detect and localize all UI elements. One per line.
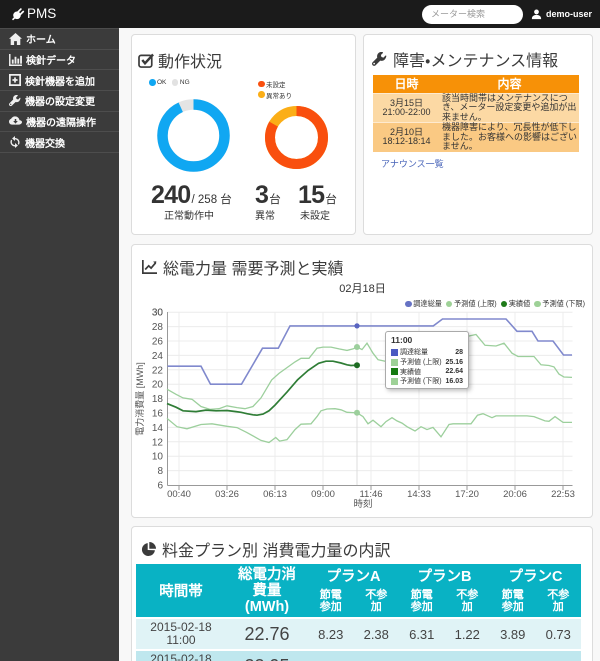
svg-text:30: 30	[152, 308, 164, 319]
svg-text:18: 18	[152, 394, 164, 405]
svg-text:03:26: 03:26	[215, 489, 239, 500]
svg-text:26: 26	[152, 337, 164, 348]
svg-text:時刻: 時刻	[353, 499, 372, 510]
svg-text:6: 6	[157, 481, 163, 492]
svg-text:17:20: 17:20	[455, 489, 479, 500]
svg-text:14: 14	[152, 423, 164, 434]
svg-text:16: 16	[152, 409, 164, 420]
svg-text:30: 30	[152, 308, 164, 319]
svg-text:00:40: 00:40	[167, 489, 191, 500]
svg-text:24: 24	[152, 351, 164, 362]
svg-text:09:00: 09:00	[311, 489, 335, 500]
svg-text:8: 8	[157, 466, 163, 477]
svg-text:10: 10	[152, 452, 164, 463]
svg-text:電力消費量 [MWh]: 電力消費量 [MWh]	[134, 362, 145, 436]
svg-text:20:06: 20:06	[503, 489, 527, 500]
svg-text:14:33: 14:33	[407, 489, 431, 500]
svg-text:22:53: 22:53	[551, 489, 575, 500]
svg-text:22: 22	[152, 365, 164, 376]
svg-text:20: 20	[152, 380, 164, 391]
svg-text:06:13: 06:13	[263, 489, 287, 500]
svg-text:12: 12	[152, 437, 164, 448]
svg-text:11:46: 11:46	[359, 489, 382, 500]
svg-text:28: 28	[152, 322, 164, 333]
